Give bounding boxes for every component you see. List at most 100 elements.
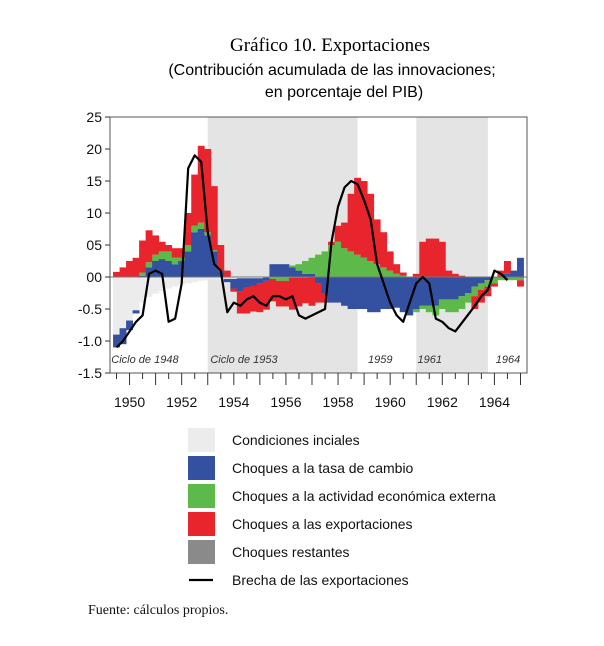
bar-segment-s1-30 <box>308 273 316 277</box>
bar-segment-s1-43 <box>393 277 401 308</box>
bar-segment-s1-50 <box>438 277 446 300</box>
bar-segment-s2-4 <box>139 272 147 276</box>
x-tick-label: 1954 <box>218 394 249 410</box>
bar-segment-s3-58 <box>490 283 498 287</box>
y-tick-label: 15 <box>86 173 102 189</box>
stacked-bars <box>113 145 524 348</box>
bar-segment-s2-53 <box>458 296 466 309</box>
bar-segment-s3-49 <box>432 238 440 277</box>
bar-segment-s1-2 <box>126 320 134 331</box>
bar-segment-s3-14 <box>204 149 212 233</box>
bar-segment-s3-39 <box>367 193 375 261</box>
bar-segment-s1-56 <box>477 277 485 284</box>
bar-segment-s1-5 <box>145 267 153 277</box>
legend-swatch <box>188 512 215 536</box>
bar-segment-s3-27 <box>288 277 296 310</box>
bar-segment-s1-6 <box>152 261 160 277</box>
bar-segment-s1-17 <box>223 278 231 283</box>
legend-label: Choques a la actividad económica externa <box>232 488 496 504</box>
bar-segment-s2-44 <box>399 275 407 277</box>
bar-segment-s2-26 <box>282 277 290 281</box>
bar-segment-s1-20 <box>243 278 251 288</box>
bar-segment-s3-2 <box>126 261 134 277</box>
bar-segment-s3-18 <box>230 288 238 292</box>
bar-segment-s3-41 <box>380 232 388 268</box>
bar-segment-s2-49 <box>432 305 440 316</box>
bar-segment-s1-55 <box>471 277 479 287</box>
bar-segment-s3-30 <box>308 277 316 306</box>
bar-segment-s3-7 <box>158 241 166 252</box>
x-tick-label: 1962 <box>427 394 458 410</box>
y-tick-label: 00 <box>86 269 102 285</box>
bar-segment-s1-28 <box>295 270 303 277</box>
bar-segment-s2-25 <box>275 277 283 281</box>
bar-segment-s1-39 <box>367 277 375 313</box>
x-tick-label: 1952 <box>166 394 197 410</box>
bar-segment-s2-51 <box>445 299 453 313</box>
y-tick-label: 20 <box>86 141 102 157</box>
bar-segment-s1-14 <box>204 235 212 277</box>
bar-segment-s1-7 <box>158 259 166 277</box>
bar-segment-s3-5 <box>145 230 153 263</box>
bar-segment-s2-6 <box>152 254 160 261</box>
source-note: Fuente: cálculos propios. <box>88 603 228 618</box>
bar-segment-s2-52 <box>451 299 459 313</box>
bar-segment-s3-38 <box>360 181 368 258</box>
bar-segment-s3-35 <box>341 222 349 249</box>
bar-segment-s1-40 <box>373 277 381 313</box>
bar-segment-s2-8 <box>165 251 173 261</box>
bar-segment-s1-35 <box>341 277 349 306</box>
bar-segment-s1-13 <box>197 229 205 277</box>
bar-segment-s1-23 <box>262 277 270 281</box>
bar-segment-s3-28 <box>295 277 303 307</box>
bar-segment-s0-14 <box>204 277 212 281</box>
bar-segment-s1-29 <box>302 273 309 277</box>
bar-segment-s1-41 <box>380 277 388 309</box>
bar-segment-s2-15 <box>210 250 218 252</box>
bar-segment-s2-58 <box>490 277 498 284</box>
bar-segment-s0-4 <box>139 277 147 303</box>
bar-segment-s3-6 <box>152 235 160 255</box>
bar-segment-s0-16 <box>217 277 225 280</box>
bar-segment-s2-29 <box>302 261 309 274</box>
bar-segment-s1-60 <box>503 273 511 277</box>
bar-segment-s3-47 <box>419 241 427 277</box>
cycle-label: 1961 <box>418 354 442 366</box>
y-tick-label: 05 <box>86 237 102 253</box>
bar-segment-s3-42 <box>386 251 394 271</box>
cycle-label: Ciclo de 1953 <box>210 354 278 366</box>
bar-segment-s2-43 <box>393 273 401 277</box>
legend-swatch <box>188 456 215 480</box>
bar-segment-s0-2 <box>126 277 134 321</box>
bar-segment-s3-12 <box>191 174 199 226</box>
chart-title: Gráfico 10. Exportaciones <box>230 35 430 56</box>
bar-segment-s0-3 <box>132 277 140 311</box>
bar-segment-s3-50 <box>438 241 446 277</box>
bar-segment-s2-10 <box>178 257 186 261</box>
bar-segment-s2-50 <box>438 299 446 309</box>
bar-segment-s2-11 <box>184 245 192 252</box>
bar-segment-s1-19 <box>236 278 244 292</box>
bar-segment-s3-25 <box>275 280 283 307</box>
legend-label: Choques a la tasa de cambio <box>232 460 414 476</box>
bar-segment-s2-32 <box>321 251 329 277</box>
legend-label: Condiciones inciales <box>232 432 360 448</box>
bar-segment-s2-62 <box>517 277 524 281</box>
bar-segment-s1-11 <box>184 251 192 277</box>
bar-segment-s2-7 <box>158 251 166 260</box>
bar-segment-s3-13 <box>197 145 205 223</box>
bar-segment-s3-16 <box>217 245 225 271</box>
bar-segment-s0-6 <box>152 277 160 294</box>
bar-segment-s1-25 <box>275 264 283 277</box>
bar-segment-s1-57 <box>484 277 492 281</box>
x-tick-label: 1950 <box>114 394 145 410</box>
bar-segment-s2-30 <box>308 257 316 274</box>
bar-segment-s3-57 <box>484 286 492 297</box>
bar-segment-s1-26 <box>282 264 290 277</box>
bar-segment-s1-51 <box>445 277 453 300</box>
bar-segment-s1-46 <box>412 277 420 309</box>
bar-segment-s1-31 <box>315 277 322 284</box>
bar-segment-s2-47 <box>419 305 427 309</box>
bar-segment-s0-21 <box>249 277 257 279</box>
